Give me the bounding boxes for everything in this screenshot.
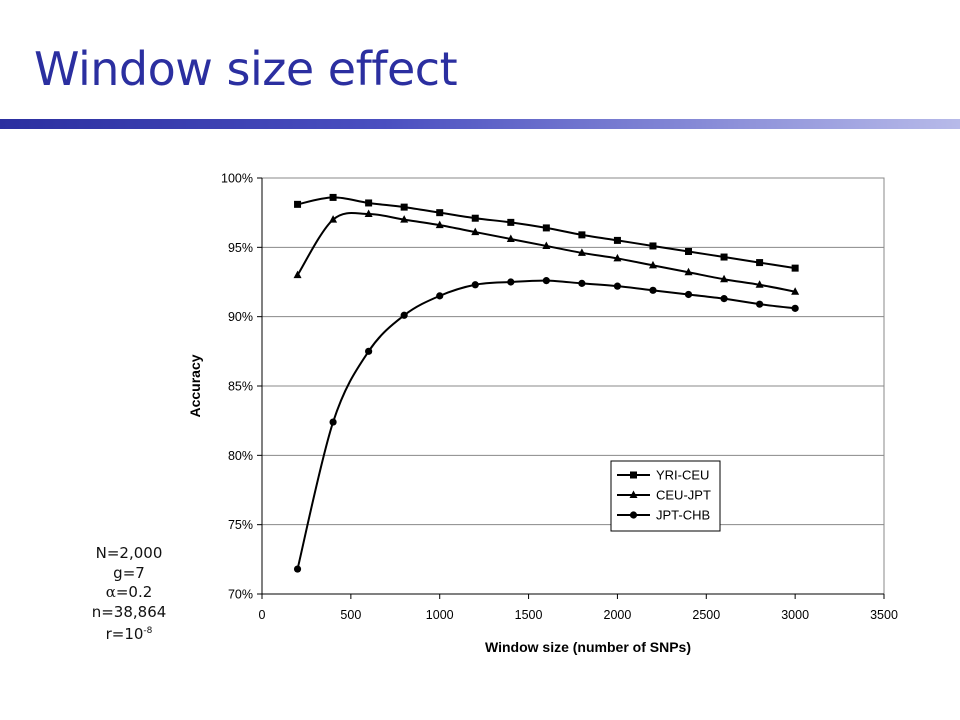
y-tick-label: 75% [228,518,253,532]
x-tick-label: 500 [340,608,361,622]
data-point [756,259,764,267]
axes: 70% 75% 80% 85% 90% 95% 100% 0 500 1000 1500 2000 25… [221,172,898,623]
param-N: N=2,000 [95,544,163,562]
data-point [684,267,693,276]
data-point [578,279,586,287]
data-point [400,203,408,211]
data-point [720,295,728,303]
data-point [791,304,799,312]
series-ceu-jpt [293,209,800,295]
y-tick-label: 90% [228,310,253,324]
param-alpha-value: =0.2 [115,583,153,601]
data-point [577,248,586,256]
x-tick-label: 3500 [870,608,898,622]
legend: YRI-CEU CEU-JPT JPT-CHB [610,460,721,532]
data-point [329,418,337,426]
data-point [436,292,444,300]
data-point [294,200,302,208]
data-point [436,209,444,217]
data-point [471,214,479,222]
data-point [364,209,373,218]
data-point [613,253,622,262]
data-point [329,215,338,223]
series-line [296,279,796,570]
y-axis-title: Accuracy [187,354,203,417]
legend-label: JPT-CHB [656,508,710,523]
x-tick-label: 1000 [426,608,454,622]
legend-entry: JPT-CHB [617,508,710,523]
data-point [471,281,479,289]
simulation-parameters: N=2,000 g=7 α=0.2 n=38,864 r=10-8 [70,544,188,645]
x-tick-label: 1500 [515,608,543,622]
x-tick-label: 2500 [692,608,720,622]
data-point [649,242,657,250]
data-point [613,282,622,290]
x-tick-label: 2000 [604,608,632,622]
x-tick-label: 3000 [781,608,809,622]
data-point [649,286,657,294]
alpha-symbol: α [105,583,116,601]
series-yri-ceu [294,193,799,272]
slide-title: Window size effect [34,42,458,96]
y-tick-label: 100% [221,172,253,186]
param-r: r=10-8 [70,622,188,645]
data-point [720,274,729,283]
data-point [578,231,586,239]
y-tick-label: 95% [228,241,253,255]
legend-label: CEU-JPT [656,488,711,503]
data-point [542,241,551,249]
data-point [293,565,302,573]
param-n: n=38,864 [91,602,167,621]
param-r-exponent: -8 [143,626,153,636]
data-point [756,300,764,308]
data-point [365,347,373,355]
legend-marker [629,490,638,498]
legend-marker [629,511,638,519]
data-point [685,247,693,255]
data-point [365,199,373,207]
data-point [648,260,657,269]
data-point [329,193,337,201]
data-point [720,253,728,261]
data-point [542,277,550,285]
data-point [293,270,302,279]
title-divider [0,119,960,129]
param-alpha: α=0.2 [70,583,188,603]
y-tick-label: 85% [228,380,253,394]
gridlines [262,246,884,526]
data-point [507,218,515,226]
data-point [400,311,408,319]
legend-entry: CEU-JPT [617,488,711,503]
param-g: g=7 [113,563,145,582]
legend-marker [630,471,637,479]
data-point [613,236,621,244]
data-point [400,215,409,223]
data-point [791,287,800,295]
series [293,193,800,573]
data-point [506,234,515,243]
data-point [791,264,799,272]
data-point [542,224,550,232]
data-point [435,220,444,229]
y-tick-label: 80% [228,449,253,463]
data-point [471,227,480,236]
data-point [684,290,693,299]
data-point [507,278,515,286]
legend-entry: YRI-CEU [617,468,709,483]
param-r-base: r=10 [105,625,144,643]
x-tick-label: 0 [259,608,266,622]
legend-label: YRI-CEU [656,468,709,483]
data-point [755,280,764,288]
series-jpt-chb [293,277,799,573]
y-tick-label: 70% [228,588,253,602]
x-axis-title: Window size (number of SNPs) [485,639,691,655]
